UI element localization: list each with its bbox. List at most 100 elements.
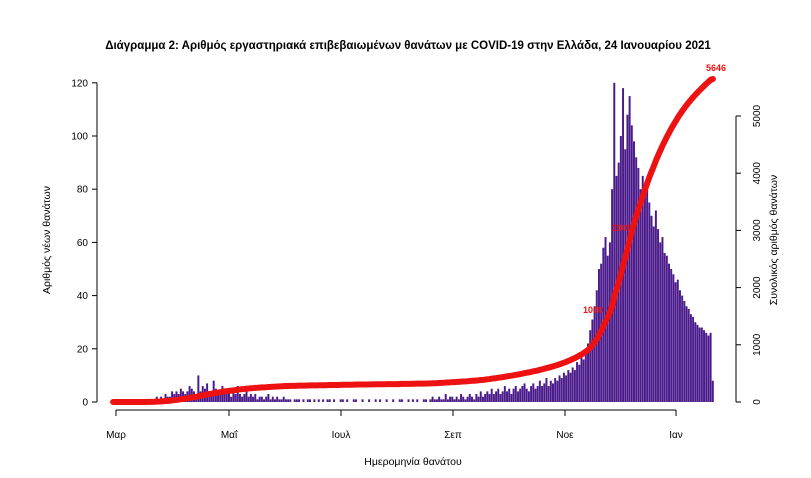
daily-bar xyxy=(565,375,568,402)
daily-bar xyxy=(263,399,266,402)
left-axis-tick-label: 60 xyxy=(77,238,89,249)
daily-bar xyxy=(650,215,653,402)
daily-bar xyxy=(164,394,167,402)
daily-bar xyxy=(523,383,526,402)
daily-bar xyxy=(703,330,706,402)
daily-bar xyxy=(591,319,594,402)
daily-bar xyxy=(346,399,349,402)
daily-bar xyxy=(635,157,638,402)
daily-bar xyxy=(322,399,325,402)
daily-bar xyxy=(333,399,336,402)
daily-bar xyxy=(457,399,460,402)
daily-bar xyxy=(558,375,561,402)
daily-bar xyxy=(580,356,583,402)
annotation-2000: 2000 xyxy=(612,223,632,233)
daily-bar xyxy=(368,399,371,402)
daily-bar xyxy=(652,226,655,402)
daily-bar xyxy=(696,324,699,402)
daily-bar xyxy=(582,359,585,402)
daily-bar xyxy=(593,306,596,402)
daily-bar xyxy=(429,399,432,402)
daily-bar xyxy=(481,396,484,402)
daily-bar xyxy=(589,330,592,402)
daily-bar xyxy=(514,386,517,402)
daily-bar xyxy=(657,229,660,402)
daily-bar xyxy=(175,391,178,402)
daily-bar xyxy=(306,399,309,402)
daily-bar xyxy=(451,396,454,402)
daily-bar xyxy=(309,399,311,402)
daily-bar xyxy=(256,399,259,402)
daily-bar xyxy=(438,396,441,402)
daily-bar xyxy=(328,399,331,402)
daily-bar xyxy=(407,399,410,402)
daily-bar xyxy=(536,386,539,402)
right-axis-tick-label: 5000 xyxy=(752,104,763,127)
daily-bar xyxy=(646,181,649,402)
daily-bar xyxy=(398,399,401,402)
daily-bar xyxy=(541,386,544,402)
daily-bar xyxy=(249,394,252,402)
daily-bar xyxy=(692,316,695,402)
daily-bar xyxy=(622,88,625,403)
annotation-final-total: 5646 xyxy=(706,63,726,73)
daily-bar xyxy=(374,399,377,402)
daily-bar xyxy=(608,242,611,402)
daily-bar xyxy=(260,396,263,402)
daily-bar xyxy=(267,394,270,402)
daily-bar xyxy=(171,391,174,402)
daily-bar xyxy=(302,399,305,402)
daily-bar xyxy=(538,380,541,402)
daily-bar xyxy=(238,394,241,402)
daily-bar xyxy=(554,378,557,402)
daily-bar xyxy=(560,378,563,402)
daily-bar xyxy=(665,255,668,402)
daily-bar xyxy=(525,388,528,402)
daily-bar xyxy=(453,399,456,402)
daily-bar xyxy=(284,399,287,402)
daily-bar xyxy=(676,279,679,402)
daily-bar xyxy=(460,394,463,402)
daily-bar xyxy=(462,396,465,402)
daily-bar xyxy=(379,399,382,402)
daily-bar xyxy=(484,394,487,402)
daily-bar xyxy=(711,380,714,402)
left-axis-tick-label: 120 xyxy=(71,78,88,89)
x-axis-tick-label: Νοε xyxy=(556,430,574,441)
daily-bar xyxy=(501,391,504,402)
daily-bar xyxy=(295,399,298,402)
daily-bar xyxy=(317,399,320,402)
x-axis-tick-label: Μαΐ xyxy=(221,429,238,441)
daily-bar xyxy=(455,396,458,402)
daily-bar xyxy=(225,394,228,402)
daily-bar xyxy=(273,399,276,402)
daily-bar xyxy=(637,167,640,402)
daily-bar xyxy=(613,82,616,403)
left-axis-tick-label: 80 xyxy=(77,185,89,196)
daily-bar xyxy=(446,399,449,402)
daily-bar xyxy=(661,237,664,402)
daily-bar xyxy=(707,335,710,402)
daily-bar xyxy=(217,394,220,402)
daily-bar xyxy=(385,399,388,402)
daily-bar xyxy=(709,332,712,402)
daily-bar xyxy=(466,396,469,402)
daily-bar xyxy=(547,386,550,402)
daily-bar xyxy=(562,372,565,402)
daily-bar xyxy=(219,391,222,402)
daily-bar xyxy=(234,394,237,402)
daily-bar xyxy=(663,253,666,402)
daily-bar xyxy=(293,399,296,402)
daily-bar xyxy=(468,394,471,402)
daily-bar xyxy=(545,378,548,402)
left-axis-tick-label: 20 xyxy=(77,344,89,355)
daily-bar xyxy=(326,399,329,402)
daily-bar xyxy=(687,308,690,402)
daily-bar xyxy=(210,394,213,402)
daily-bar xyxy=(571,367,574,402)
daily-bar xyxy=(573,370,576,402)
daily-bar xyxy=(521,386,524,402)
daily-bar xyxy=(471,396,473,402)
daily-bar xyxy=(672,274,675,402)
